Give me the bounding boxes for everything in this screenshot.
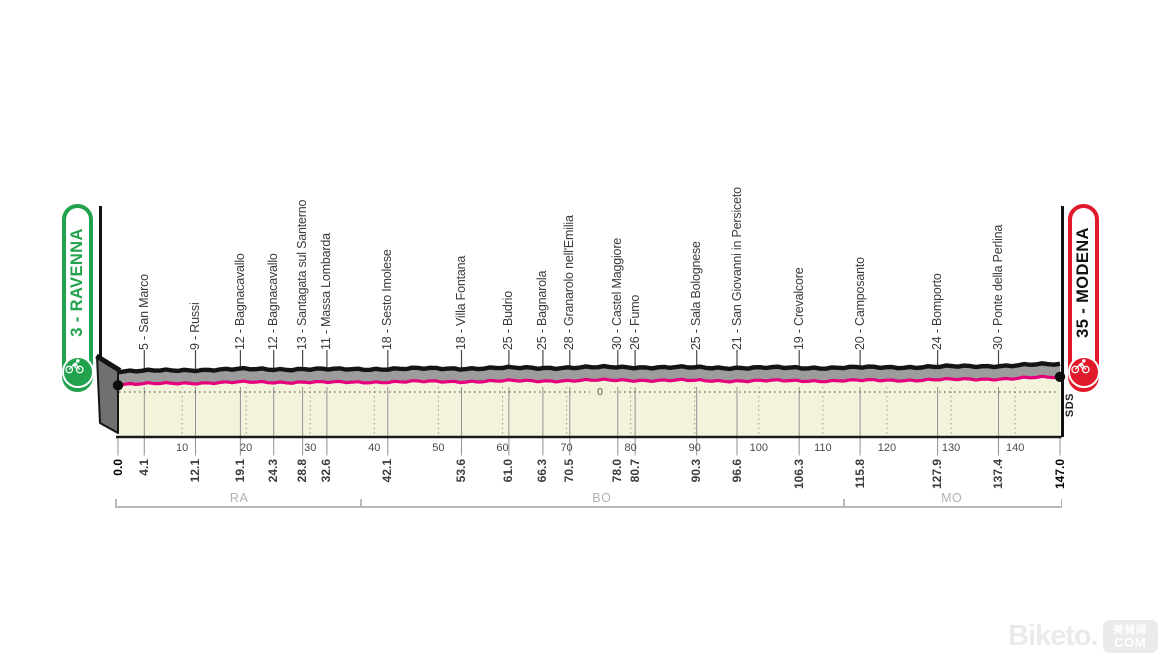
waypoint-label: 25 - Bagnarola (535, 270, 550, 350)
waypoint-label: 18 - Villa Fontana (453, 255, 468, 350)
waypoint-label: 18 - Sesto Imolese (380, 249, 395, 350)
km-distance-label: 147.0 (1052, 459, 1067, 490)
waypoint-label: 30 - Ponte della Perlina (990, 224, 1005, 350)
axis-tick-label: 40 (368, 441, 381, 454)
axis-tick-label: 140 (1005, 441, 1025, 454)
axis-tick-label: 120 (877, 441, 897, 454)
km-distance-label: 0.0 (110, 459, 125, 476)
axis-tick-label: 70 (560, 441, 573, 454)
cyclist-icon (1067, 356, 1100, 388)
km-distance-label: 106.3 (791, 459, 806, 490)
axis-tick-label: 50 (432, 441, 445, 454)
km-distance-label: 90.3 (689, 459, 704, 483)
km-distance-label: 12.1 (188, 459, 203, 483)
waypoint-label: 12 - Bagnacavallo (266, 253, 281, 350)
province-bracket-tick (1060, 498, 1062, 507)
province-label: BO (592, 491, 612, 505)
province-bracket-tick (360, 498, 362, 507)
axis-tick-label: 90 (688, 441, 701, 454)
km-distance-label: 4.1 (136, 459, 151, 476)
axis-tick-label: 100 (749, 441, 768, 454)
biketo-watermark: Biketo. 美骑网 COM (1008, 620, 1158, 653)
axis-tick-label: 30 (304, 441, 317, 454)
waypoint-label: 30 - Castel Maggiore (610, 237, 625, 350)
km-distance-label: 53.6 (453, 459, 468, 483)
km-distance-label: 28.8 (295, 459, 310, 483)
province-label: MO (941, 491, 963, 505)
axis-tick-label: 80 (624, 441, 637, 454)
axis-tick-label: 20 (240, 441, 253, 454)
axis-tick-label: 10 (175, 441, 189, 454)
waypoint-label: 12 - Bagnacavallo (232, 253, 247, 350)
axis-tick-label: 110 (814, 441, 832, 454)
waypoint-label: 11 - Massa Lombarda (319, 233, 334, 350)
finish-badge-label: 35 - MODENA (1074, 226, 1092, 338)
waypoint-label: 24 - Bomporto (930, 273, 945, 350)
waypoint-label: 19 - Crevalcore (791, 267, 806, 350)
waypoint-label: 13 - Santagata sul Santerno (295, 199, 310, 350)
km-distance-label: 61.0 (501, 459, 516, 483)
finish-line (1061, 206, 1064, 437)
waypoint-label: 28 - Granarolo nell'Emilia (562, 215, 577, 350)
province-bracket-tick (843, 498, 845, 507)
waypoint-label: 25 - Sala Bolognese (689, 241, 704, 350)
biketo-logo-text: Biketo. (1008, 620, 1099, 652)
km-distance-label: 137.4 (990, 459, 1005, 490)
finish-badge-modena: 35 - MODENA (1067, 204, 1100, 392)
start-line (99, 206, 102, 359)
axis-tick-label: 130 (941, 441, 961, 454)
axis-tick-label: 60 (496, 441, 509, 454)
km-distance-label: 127.9 (930, 459, 945, 490)
km-distance-label: 115.8 (852, 459, 867, 489)
province-label: RA (229, 491, 249, 505)
waypoint-label: 25 - Budrio (501, 291, 516, 350)
km-distance-label: 96.6 (729, 459, 744, 483)
waypoint-label: 5 - San Marco (136, 274, 151, 350)
province-bracket-line (115, 506, 1062, 508)
km-distance-label: 78.0 (610, 459, 625, 483)
start-badge-ravenna: 3 - RAVENNA (61, 204, 94, 392)
waypoint-label: 9 - Russi (188, 302, 203, 350)
cyclist-icon (61, 356, 94, 388)
province-bracket-tick (115, 498, 117, 507)
sea-level-label: 0 (590, 385, 610, 398)
start-badge-label: 3 - RAVENNA (68, 227, 87, 337)
km-distance-label: 70.5 (562, 459, 577, 483)
biketo-logo-box: 美骑网 COM (1102, 620, 1158, 653)
km-distance-label: 42.1 (380, 459, 395, 483)
km-distance-label: 19.1 (232, 459, 247, 483)
waypoint-label: 26 - Fumo (627, 294, 642, 350)
km-distance-label: 24.3 (266, 459, 281, 483)
waypoint-label: 20 - Camposanto (852, 257, 867, 350)
km-distance-label: 66.3 (535, 459, 550, 483)
waypoint-label: 21 - San Giovanni in Persiceto (729, 187, 744, 350)
km-distance-label: 32.6 (319, 459, 334, 483)
sds-mark: SDS (1063, 393, 1076, 418)
km-distance-label: 80.7 (627, 459, 642, 483)
